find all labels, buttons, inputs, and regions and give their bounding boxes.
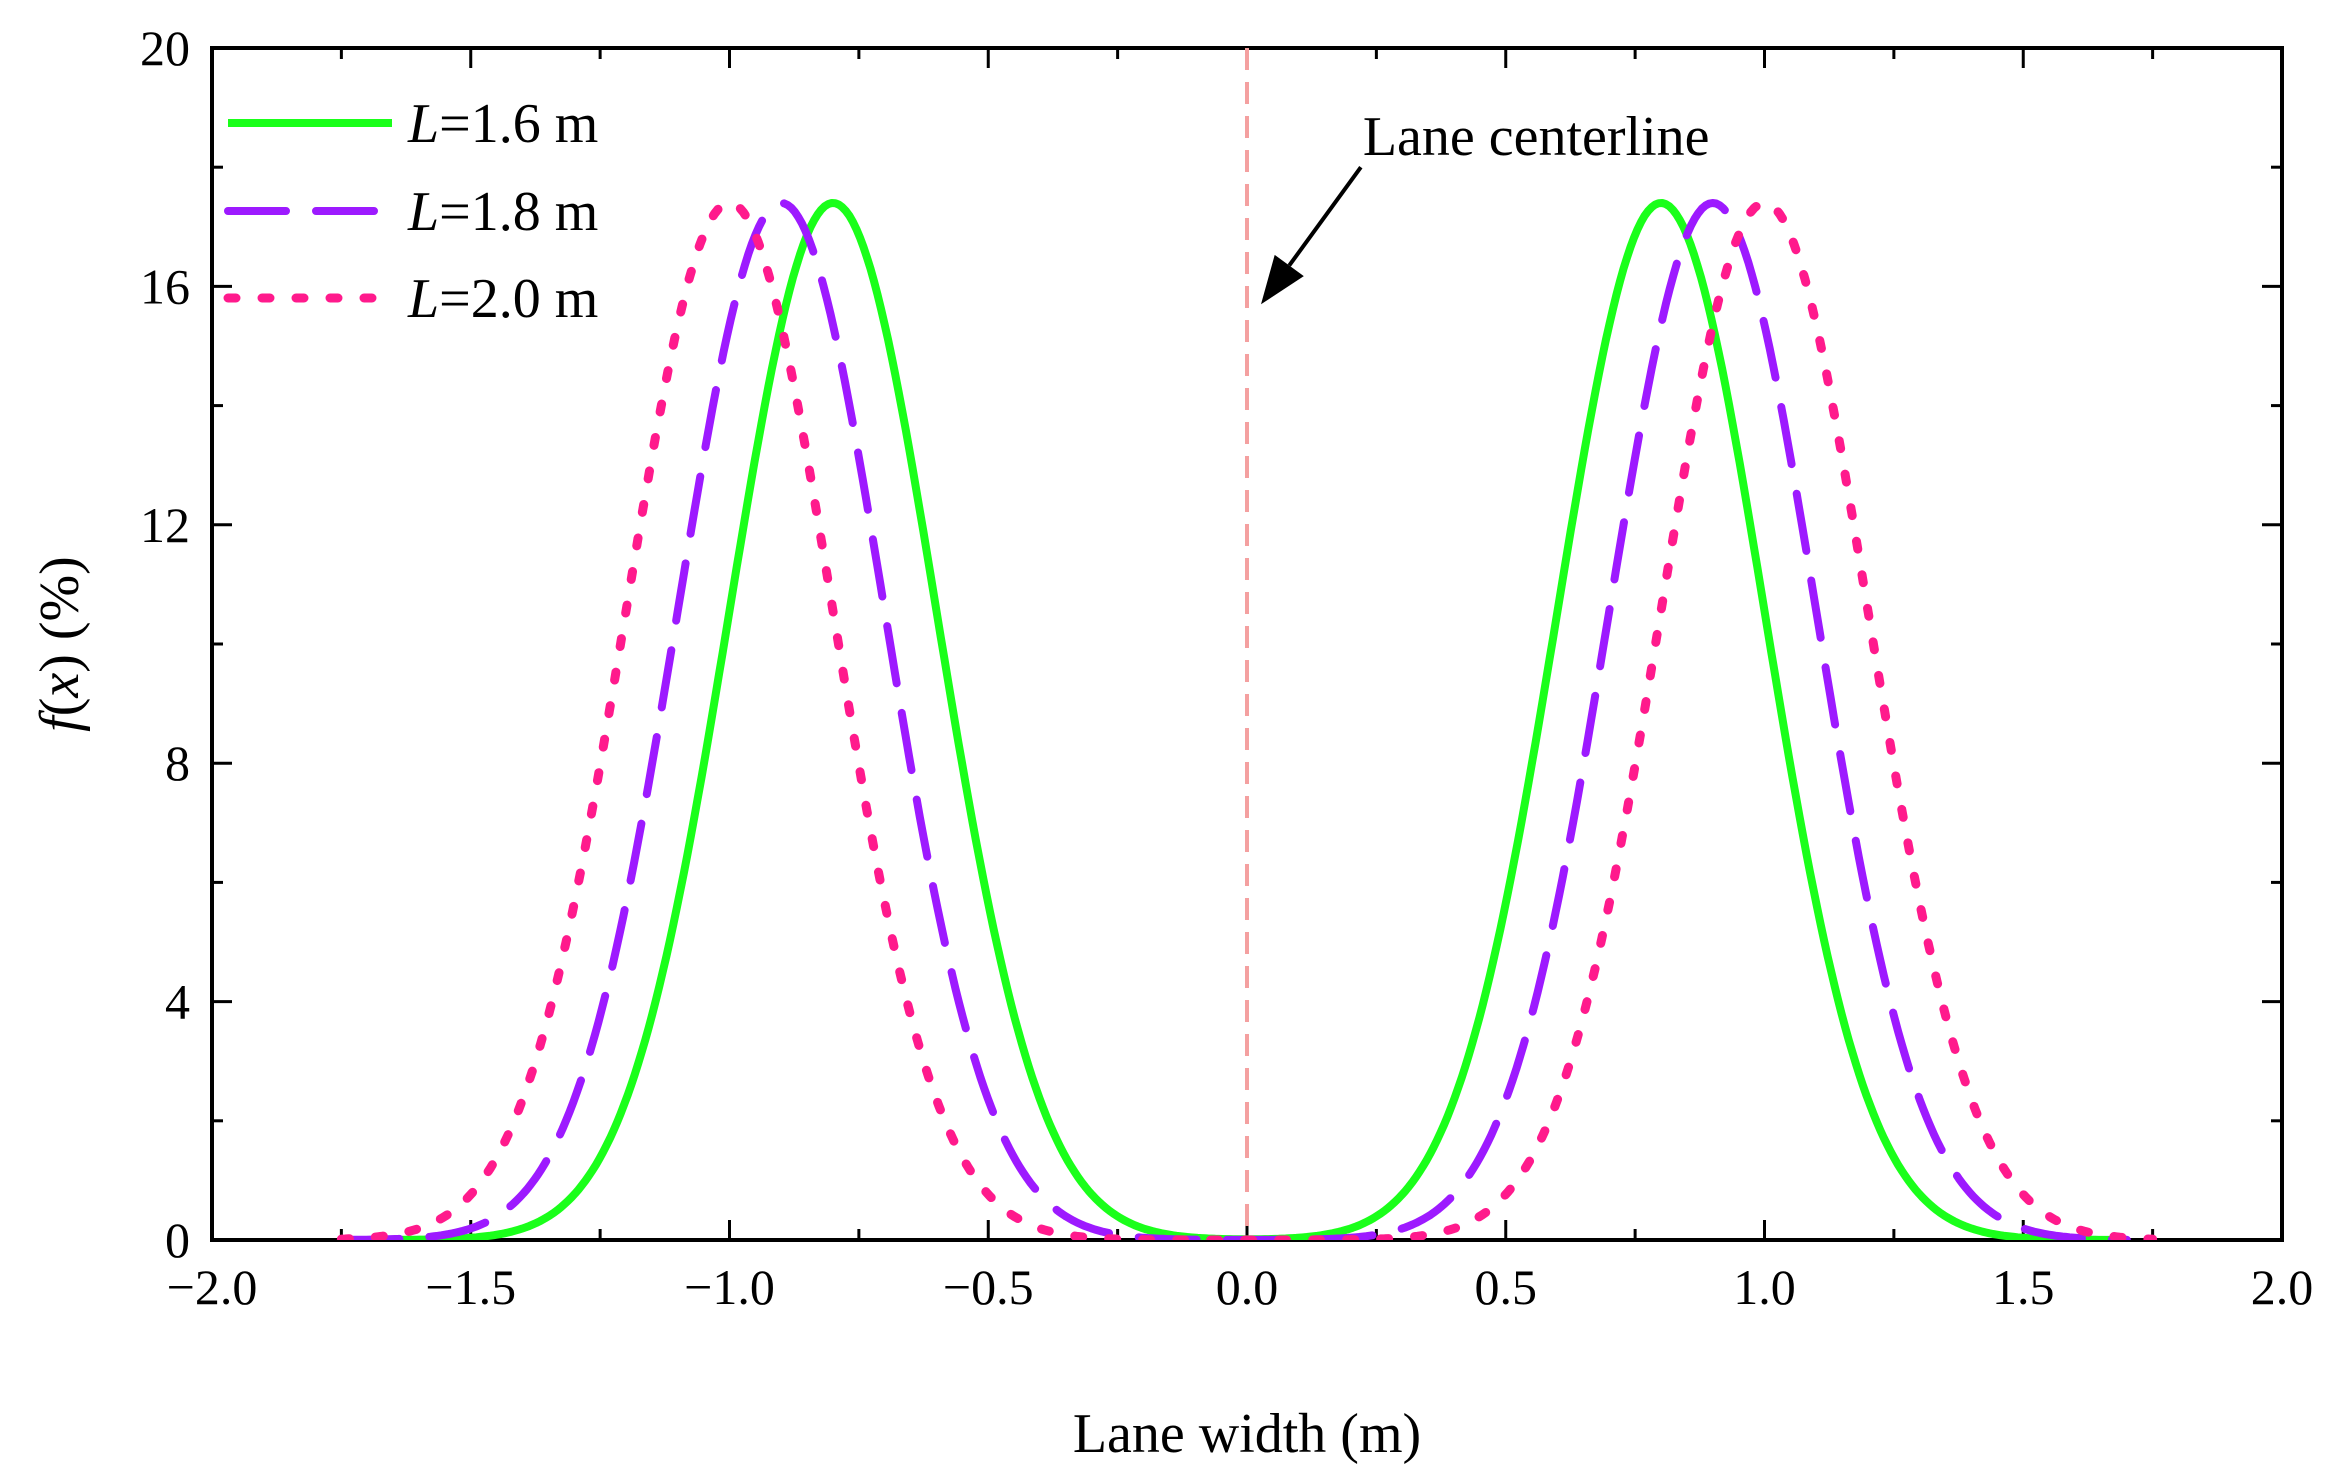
x-tick-label: 0.5 bbox=[1475, 1259, 1538, 1315]
legend-label: L=1.8 m bbox=[407, 181, 598, 243]
series-layer bbox=[336, 198, 2158, 1240]
annotation-text: Lane centerline bbox=[1363, 106, 1710, 168]
legend-var: L bbox=[407, 268, 439, 330]
y-title-var: x bbox=[29, 673, 91, 699]
legend-label: L=1.6 m bbox=[407, 93, 598, 155]
y-tick-label: 8 bbox=[165, 735, 190, 791]
y-tick-label: 0 bbox=[165, 1212, 190, 1268]
legend-rest: =1.8 m bbox=[439, 181, 598, 243]
y-tick-label: 12 bbox=[140, 497, 190, 553]
y-axis-title: f(x) (%) bbox=[29, 556, 91, 732]
y-title-unit: (%) bbox=[29, 556, 91, 654]
legend: L=1.6 mL=1.8 mL=2.0 m bbox=[223, 93, 598, 330]
y-tick-label: 4 bbox=[165, 974, 190, 1030]
x-tick-label: 0.0 bbox=[1216, 1259, 1279, 1315]
x-tick-label: −0.5 bbox=[943, 1259, 1034, 1315]
annotation-arrow-shaft bbox=[1287, 166, 1363, 267]
x-tick-label: 1.0 bbox=[1733, 1259, 1796, 1315]
x-tick-label: −2.0 bbox=[167, 1259, 258, 1315]
legend-var: L bbox=[407, 93, 439, 155]
x-axis-title: Lane width (m) bbox=[1073, 1403, 1421, 1465]
legend-var: L bbox=[407, 181, 439, 243]
legend-rest: =2.0 m bbox=[439, 268, 598, 330]
x-tick-label: −1.0 bbox=[684, 1259, 775, 1315]
y-tick-label: 20 bbox=[140, 20, 190, 76]
x-tick-label: 1.5 bbox=[1992, 1259, 2055, 1315]
y-title-open: ( bbox=[29, 698, 91, 717]
axis-titles: Lane width (m) f(x) (%) bbox=[29, 556, 1421, 1465]
series-line-l-1-8-m bbox=[337, 199, 2131, 1240]
x-tick-label: 2.0 bbox=[2251, 1259, 2314, 1315]
annotation-arrow-head bbox=[1261, 254, 1304, 305]
legend-rest: =1.6 m bbox=[439, 93, 598, 155]
series-line-l-2-0-m bbox=[336, 198, 2158, 1240]
legend-label: L=2.0 m bbox=[407, 268, 598, 330]
y-title-close: ) bbox=[29, 654, 91, 673]
annotation: Lane centerline bbox=[1261, 106, 1710, 305]
y-tick-label: 16 bbox=[140, 258, 190, 314]
x-tick-label: −1.5 bbox=[425, 1259, 516, 1315]
